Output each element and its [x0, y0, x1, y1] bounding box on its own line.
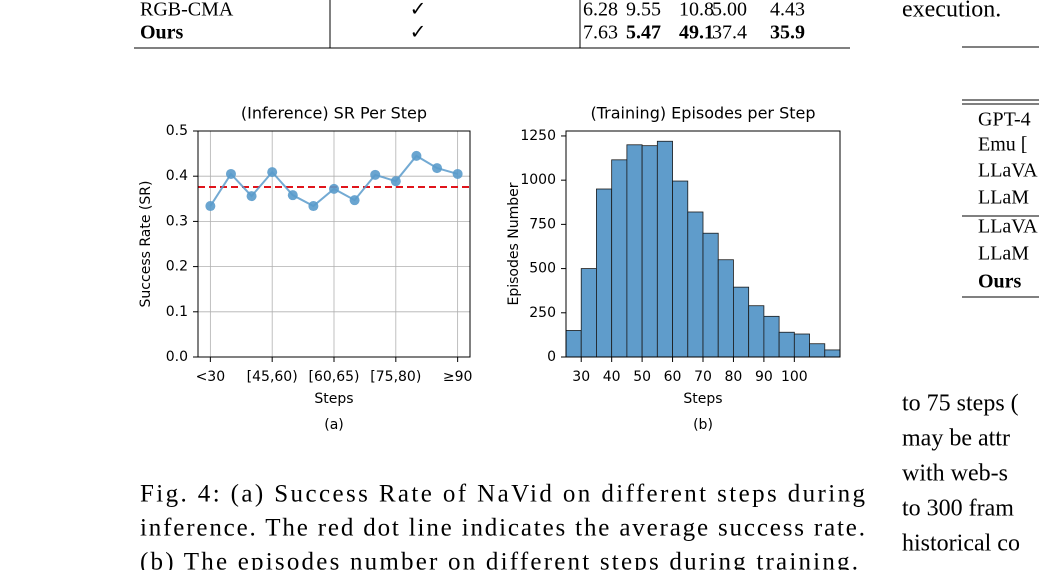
x-tick-label: <30	[196, 369, 226, 385]
histogram-bar	[778, 331, 795, 358]
plot-frame	[565, 130, 841, 358]
caption-line: inference. The red dot line indicates th…	[140, 515, 865, 542]
histogram-bar	[687, 211, 704, 358]
table-cell: 4.43	[770, 0, 805, 21]
table-cell: 37.4	[712, 22, 747, 44]
sr-point	[287, 190, 298, 201]
x-tick-label: [60,65)	[308, 369, 359, 385]
histogram-bar	[702, 232, 719, 358]
x-tick-label: 50	[633, 369, 651, 385]
x-tick-label: 30	[572, 369, 590, 385]
table-cell: ✓	[410, 0, 427, 21]
sr-point	[308, 201, 319, 212]
sr-point	[370, 169, 381, 180]
y-tick-label: 1250	[520, 128, 556, 144]
table-cell: GPT-4	[978, 109, 1031, 131]
body-text: may be attr	[902, 426, 1010, 452]
y-tick-label: 1000	[520, 172, 556, 188]
table-cell: Ours	[978, 271, 1022, 293]
x-tick-label: [75,80)	[370, 369, 421, 385]
histogram-bar	[641, 145, 658, 358]
y-tick-label: 0.4	[166, 168, 188, 184]
table-cell: 35.9	[770, 22, 805, 44]
table-cell: 49.1	[679, 22, 714, 44]
table-cell: 5.47	[626, 22, 661, 44]
table-cell: 5.00	[712, 0, 747, 21]
caption-line: Fig. 4: (a) Success Rate of NaVid on dif…	[140, 481, 865, 508]
x-tick-label: 100	[781, 369, 808, 385]
x-tick-label: 60	[664, 369, 682, 385]
sr-point	[349, 195, 360, 206]
table-cell: LLaVA	[978, 216, 1038, 238]
y-axis-label: Success Rate (SR)	[138, 181, 154, 308]
y-tick-label: 750	[529, 216, 556, 232]
x-tick-label: 40	[603, 369, 621, 385]
histogram-bar	[733, 286, 750, 358]
table-cell: 9.55	[626, 0, 661, 21]
histogram-bar	[656, 140, 673, 358]
sr-point	[267, 167, 278, 178]
table-cell: Emu [	[978, 134, 1027, 156]
chart-title: (Training) Episodes per Step	[590, 104, 815, 123]
sr-point	[225, 168, 236, 179]
body-text: execution.	[902, 0, 1001, 23]
histogram-bar	[763, 315, 780, 358]
y-tick-label: 0.0	[166, 349, 188, 365]
histogram-bar	[626, 144, 643, 358]
histogram-bar	[824, 349, 841, 358]
histogram-bar	[809, 343, 826, 358]
plot-frame	[197, 130, 471, 358]
body-text: historical co	[902, 531, 1020, 557]
y-tick-label: 0.2	[166, 259, 188, 275]
y-tick-label: 0.3	[166, 213, 188, 229]
sr-point	[452, 168, 463, 179]
x-tick-label: 70	[694, 369, 712, 385]
panel-label: (b)	[693, 417, 713, 433]
x-axis-label: Steps	[683, 391, 722, 407]
sr-point	[411, 150, 422, 161]
sr-point	[205, 201, 216, 212]
histogram-bar	[611, 159, 628, 358]
sr-point	[329, 183, 339, 194]
table-cell: LLaVA	[978, 160, 1038, 182]
table-cell: LLaM	[978, 187, 1029, 209]
x-tick-label: [45,60)	[247, 369, 298, 385]
x-axis-label: Steps	[314, 391, 353, 407]
table-cell: ✓	[410, 22, 427, 44]
histogram-bar	[717, 259, 734, 358]
y-tick-label: 0	[547, 349, 556, 365]
table-cell: LLaM	[978, 243, 1029, 265]
panel-label: (a)	[324, 417, 344, 433]
histogram-bar	[672, 180, 689, 358]
y-tick-label: 250	[529, 305, 556, 321]
y-axis-label: Episodes Number	[506, 182, 522, 305]
x-tick-label: 80	[725, 369, 743, 385]
histogram-bar	[565, 330, 582, 358]
sr-point	[390, 176, 401, 187]
histogram-bar	[580, 268, 597, 358]
chart-title: (Inference) SR Per Step	[241, 104, 427, 123]
table-cell: 7.63	[583, 22, 618, 44]
y-tick-label: 0.1	[166, 304, 188, 320]
caption-line: (b) The episodes number on different ste…	[140, 549, 858, 570]
histogram-bar	[793, 333, 810, 358]
body-text: to 75 steps (	[902, 391, 1019, 417]
table-cell: 10.8	[679, 0, 714, 21]
x-tick-label: ≥90	[443, 369, 473, 385]
histogram-bar	[596, 188, 613, 358]
histogram-bar	[748, 305, 765, 358]
table-cell: Ours	[140, 22, 184, 44]
sr-point	[432, 163, 443, 174]
body-text: with web-s	[902, 461, 1008, 487]
body-text: to 300 fram	[902, 496, 1014, 522]
x-tick-label: 90	[755, 369, 773, 385]
y-tick-label: 500	[529, 261, 556, 277]
table-cell: 6.28	[583, 0, 618, 21]
y-tick-label: 0.5	[166, 123, 188, 139]
sr-point	[246, 191, 257, 202]
table-cell: RGB-CMA	[140, 0, 234, 21]
